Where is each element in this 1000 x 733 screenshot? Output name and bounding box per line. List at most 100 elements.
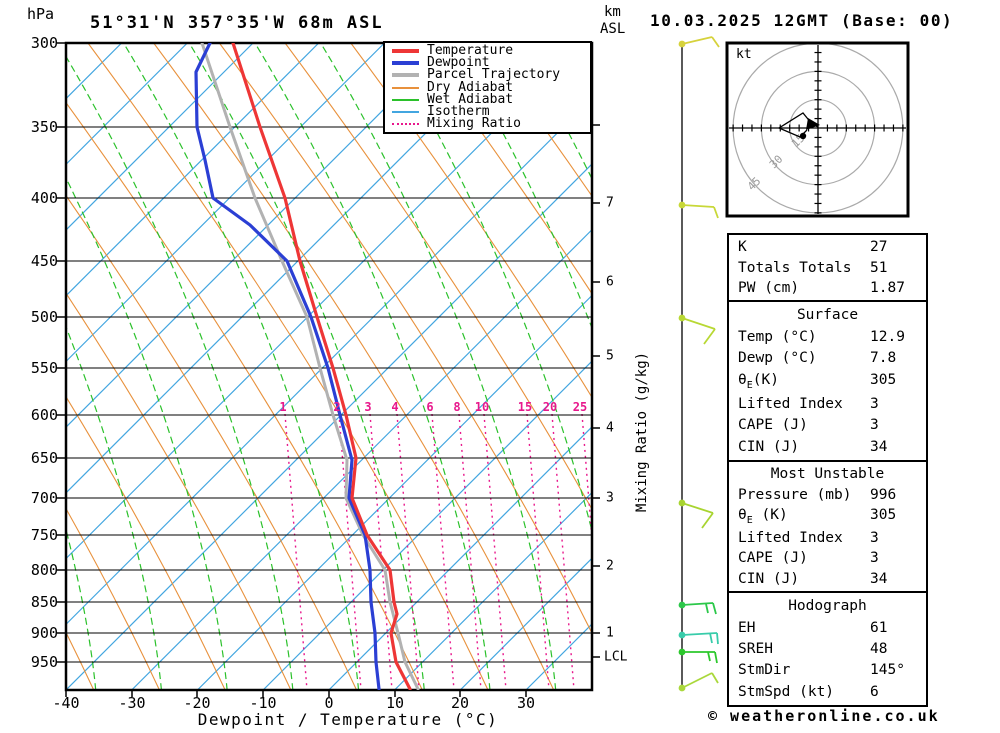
km-tick-label: 6 (606, 274, 614, 290)
table-row: θE(K) 305 (729, 372, 926, 391)
copyright: © weatheronline.co.uk (708, 707, 940, 725)
pressure-tick-label: 800 (30, 561, 58, 579)
table-row-value: 3 (870, 395, 879, 412)
pressure-tick-label: 900 (30, 624, 58, 642)
stats-table-section: Surface Temp (°C) 12.9 Dewp (°C) 7.8 θE(K) 305… (727, 300, 928, 462)
table-row-value: 145° (870, 662, 905, 679)
pressure-tick-label: 750 (30, 526, 58, 544)
table-row-label: CAPE (J) (738, 417, 808, 434)
pressure-tick-label: 850 (30, 593, 58, 611)
mixing-ratio-swatch-icon (392, 122, 419, 125)
table-row: StmDir 145° (729, 662, 926, 678)
wind-barb (678, 499, 714, 529)
table-row: CAPE (J) 3 (729, 417, 926, 433)
stats-table-section: Most Unstable Pressure (mb) 996 θE (K) 305 Li… (727, 460, 928, 593)
table-row-label: StmSpd (kt) (738, 683, 835, 700)
legend-item-label: Mixing Ratio (427, 115, 521, 131)
table-row-value: 48 (870, 640, 888, 657)
legend-item-label: Dewpoint (427, 55, 490, 71)
legend-item-label: Isotherm (427, 103, 490, 119)
table-row-label: Lifted Index (738, 530, 843, 547)
isotherm-swatch-icon (392, 110, 419, 113)
table-row-value: 27 (870, 239, 888, 256)
km-tick-label: 2 (606, 558, 614, 574)
legend-item: Dry Adiabat (392, 81, 590, 94)
pressure-tick-label: 400 (30, 189, 58, 207)
hodograph-ring-label: 30 (767, 153, 786, 172)
temperature-tick-label: 20 (450, 694, 470, 712)
table-row: EH 61 (729, 620, 926, 636)
table-row-label: Pressure (mb) (738, 486, 852, 503)
table-row: PW (cm) 1.87 (729, 280, 926, 296)
table-section-title: Surface (796, 307, 859, 324)
mixing-ratio-tick-label: 3 (364, 400, 372, 414)
mixing-ratio-tick-label: 2 (333, 400, 341, 414)
table-row-label: Dewp (°C) (738, 350, 817, 367)
temperature-tick-label: -20 (183, 694, 211, 712)
mixing-ratio-tick-label: 6 (426, 400, 434, 414)
table-row: θE (K) 305 (729, 507, 926, 526)
table-row-label: StmDir (738, 662, 791, 679)
table-row-label: Lifted Index (738, 395, 843, 412)
legend-item: Mixing Ratio (392, 115, 590, 131)
table-row: Lifted Index 3 (729, 396, 926, 412)
temperature-swatch-icon (392, 49, 419, 54)
table-row: Dewp (°C) 7.8 (729, 350, 926, 366)
dry-adiabat-swatch-icon (392, 86, 419, 89)
table-row-value: 12.9 (870, 328, 905, 345)
wind-barb (678, 672, 719, 692)
km-tick-label: 5 (606, 348, 614, 364)
temperature-tick-label: -40 (52, 694, 80, 712)
temperature-tick-label: 10 (385, 694, 405, 712)
mixing-ratio-tick-label: 20 (542, 400, 558, 414)
table-section-title: Hodograph (788, 598, 867, 615)
mixing-ratio-tick-label: 4 (391, 400, 399, 414)
table-row-value: 34 (870, 570, 888, 587)
table-row-value: 34 (870, 438, 888, 455)
wind-barb (678, 648, 718, 664)
km-tick-label: 4 (606, 420, 614, 436)
table-row-value: 996 (870, 486, 897, 503)
legend-item-label: Wet Adiabat (427, 91, 514, 107)
temperature-tick-label: -10 (249, 694, 277, 712)
legend-item: Isotherm (392, 103, 590, 119)
hodograph-border (725, 41, 910, 218)
sounding-curves (194, 43, 420, 690)
mixing-ratio-axis-label: Mixing Ratio (g/kg) (634, 351, 650, 513)
wind-barb (678, 36, 720, 48)
table-row-label: SREH (738, 640, 773, 657)
pressure-tick-label: 950 (30, 653, 58, 671)
table-row: Totals Totals 51 (729, 260, 926, 276)
legend: Temperature Dewpoint Parcel Trajectory Dry … (383, 41, 592, 134)
table-row: SREH 48 (729, 641, 926, 657)
table-row: K 27 (729, 239, 926, 255)
table-row: CAPE (J) 3 (729, 550, 926, 566)
table-row-value: 3 (870, 530, 879, 547)
table-row-label: CAPE (J) (738, 550, 808, 567)
temperature-tick-label: -30 (118, 694, 146, 712)
mixing-ratio-tick-label: 1 (279, 400, 287, 414)
table-row-value: 305 (870, 506, 897, 523)
legend-item: Dewpoint (392, 55, 590, 71)
table-row-label: EH (738, 619, 756, 636)
parcel-trajectory-swatch-icon (392, 73, 419, 78)
table-row: CIN (J) 34 (729, 439, 926, 455)
wet-adiabat-swatch-icon (392, 98, 419, 101)
dry-adiabat-lines (66, 43, 592, 690)
wind-barb (678, 631, 719, 645)
wind-barb (678, 201, 719, 219)
legend-item: Parcel Trajectory (392, 68, 590, 81)
pressure-tick-label: 650 (30, 449, 58, 467)
table-row-value: 3 (870, 550, 879, 567)
x-axis-title: Dewpoint / Temperature (°C) (197, 710, 499, 729)
table-section-title: Most Unstable (770, 466, 885, 483)
table-row-label: PW (cm) (738, 279, 800, 296)
mixing-ratio-tick-label: 10 (474, 400, 490, 414)
table-row-label: K (738, 239, 747, 256)
table-row-label: Temp (°C) (738, 328, 817, 345)
hodograph-unit-label: kt (736, 47, 752, 62)
plot-border (64, 41, 594, 692)
table-row-value: 51 (870, 259, 888, 276)
table-row-value: 6 (870, 683, 879, 700)
